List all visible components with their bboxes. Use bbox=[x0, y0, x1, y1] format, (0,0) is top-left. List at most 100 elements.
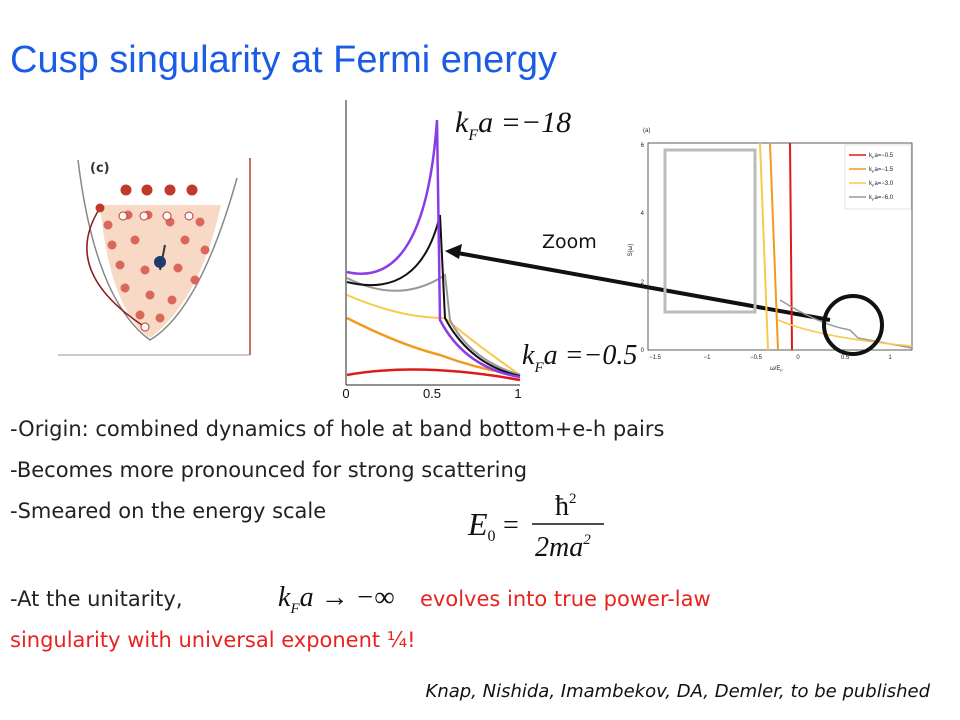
highlight: evolves into true power-law bbox=[420, 587, 711, 611]
y-tick-label: 0 bbox=[641, 348, 645, 354]
y-axis-label: S(ω) bbox=[628, 244, 634, 257]
subscript: F bbox=[872, 155, 875, 160]
k: k bbox=[869, 167, 873, 173]
legend-label: kFa=−3.0 bbox=[869, 181, 894, 188]
arrow bbox=[451, 250, 831, 322]
y-tick-label: 2 bbox=[641, 280, 645, 286]
curve bbox=[663, 148, 757, 314]
curve bbox=[777, 319, 913, 347]
panel-label: (c) bbox=[90, 161, 110, 176]
excited-particle bbox=[186, 184, 198, 196]
curve bbox=[346, 214, 521, 377]
denominator: 2ma2 bbox=[535, 532, 591, 563]
k: k bbox=[869, 181, 873, 187]
bullet: -Origin: combined dynamics of hole at ba… bbox=[10, 417, 664, 441]
numerator: ħ2 bbox=[555, 491, 577, 522]
text: ω/E bbox=[770, 366, 780, 372]
x-tick-label: −1 bbox=[704, 355, 712, 361]
x-tick-label: 0.5 bbox=[423, 386, 441, 401]
text: 2ma bbox=[535, 532, 583, 563]
curve bbox=[346, 273, 521, 376]
x-tick-label: 0 bbox=[342, 386, 349, 401]
energy-formula: E0 = ħ2 2ma2 bbox=[467, 491, 604, 563]
text: a=−6.0 bbox=[874, 195, 893, 201]
k: k bbox=[455, 106, 469, 139]
hole bbox=[154, 256, 166, 268]
highlight: singularity with universal exponent ¼! bbox=[10, 628, 416, 652]
subscript: F bbox=[533, 360, 544, 376]
subscript: F bbox=[872, 197, 875, 202]
particle bbox=[190, 275, 200, 285]
arrow bbox=[86, 207, 143, 326]
legend-label: kFa=−1.5 bbox=[869, 167, 894, 174]
text: a → −∞ bbox=[300, 582, 395, 613]
subscript: F bbox=[289, 601, 300, 617]
x-tick-label: −0.5 bbox=[750, 355, 763, 361]
legend-label: kFa=−0.5 bbox=[869, 153, 894, 160]
excited-particle bbox=[141, 184, 153, 196]
particle bbox=[140, 265, 150, 275]
subscript: F bbox=[467, 127, 478, 144]
x-tick-label: −1.5 bbox=[649, 355, 662, 361]
particle bbox=[180, 235, 190, 245]
particle bbox=[107, 240, 117, 250]
x-tick-label: 0 bbox=[796, 355, 800, 361]
text: a =−0.5 bbox=[544, 340, 638, 371]
excited-particle bbox=[120, 184, 132, 196]
subscript: F bbox=[872, 183, 875, 188]
x-tick-label: 0.5 bbox=[841, 355, 850, 361]
text: a=−1.5 bbox=[874, 167, 893, 173]
annotation: kFa =−18 bbox=[455, 106, 571, 144]
hole bbox=[162, 211, 172, 221]
hole bbox=[184, 211, 194, 221]
curve bbox=[346, 368, 521, 382]
particle bbox=[200, 245, 210, 255]
k: k bbox=[869, 153, 873, 159]
particle bbox=[195, 217, 205, 227]
superscript: 2 bbox=[569, 491, 577, 507]
equals: = bbox=[503, 510, 519, 541]
main-plot: 0 0.5 1 kFa =−18 kFa =−0.5 bbox=[342, 100, 637, 401]
E: E bbox=[467, 506, 488, 542]
title: Cusp singularity at Fermi energy bbox=[10, 39, 557, 81]
particle bbox=[173, 263, 183, 273]
particle bbox=[145, 290, 155, 300]
k: k bbox=[278, 582, 291, 613]
arrowhead bbox=[445, 244, 462, 259]
excited-particle bbox=[164, 184, 176, 196]
axes-box bbox=[647, 142, 913, 351]
bullet: -At the unitarity, bbox=[10, 587, 183, 611]
subscript: 0 bbox=[488, 528, 496, 545]
superscript: 2 bbox=[583, 532, 591, 548]
bullet: -Smeared on the energy scale bbox=[10, 499, 326, 523]
fermi-sea bbox=[100, 205, 221, 338]
zoom-circle bbox=[822, 294, 884, 356]
particle bbox=[167, 295, 177, 305]
k: k bbox=[869, 195, 873, 201]
panel-label: (a) bbox=[643, 128, 650, 134]
unitarity-formula: kFa → −∞ bbox=[278, 582, 395, 617]
subscript: F bbox=[780, 368, 783, 373]
legend-label: kFa=−6.0 bbox=[869, 195, 894, 202]
particle bbox=[120, 283, 130, 293]
k: k bbox=[522, 340, 535, 371]
inset-plot: (a) 6 4 2 0 S(ω) −1.5 −1 −0.5 0 0.5 1 ω/… bbox=[628, 128, 913, 373]
particle bbox=[155, 313, 165, 323]
particle bbox=[135, 310, 145, 320]
subscript: F bbox=[872, 169, 875, 174]
curve bbox=[769, 142, 779, 351]
annotation: kFa =−0.5 bbox=[522, 340, 637, 376]
hole bbox=[140, 322, 150, 332]
text: a=−3.0 bbox=[874, 181, 893, 187]
hole bbox=[118, 211, 128, 221]
particle bbox=[115, 260, 125, 270]
text: a =−18 bbox=[478, 106, 571, 139]
zoom-label: Zoom bbox=[542, 231, 597, 253]
particle bbox=[103, 220, 113, 230]
text: a=−0.5 bbox=[874, 153, 893, 159]
hbar: ħ bbox=[555, 491, 569, 522]
schematic: (c) bbox=[58, 158, 251, 356]
curve bbox=[759, 142, 769, 351]
x-tick-label: 1 bbox=[888, 355, 892, 361]
